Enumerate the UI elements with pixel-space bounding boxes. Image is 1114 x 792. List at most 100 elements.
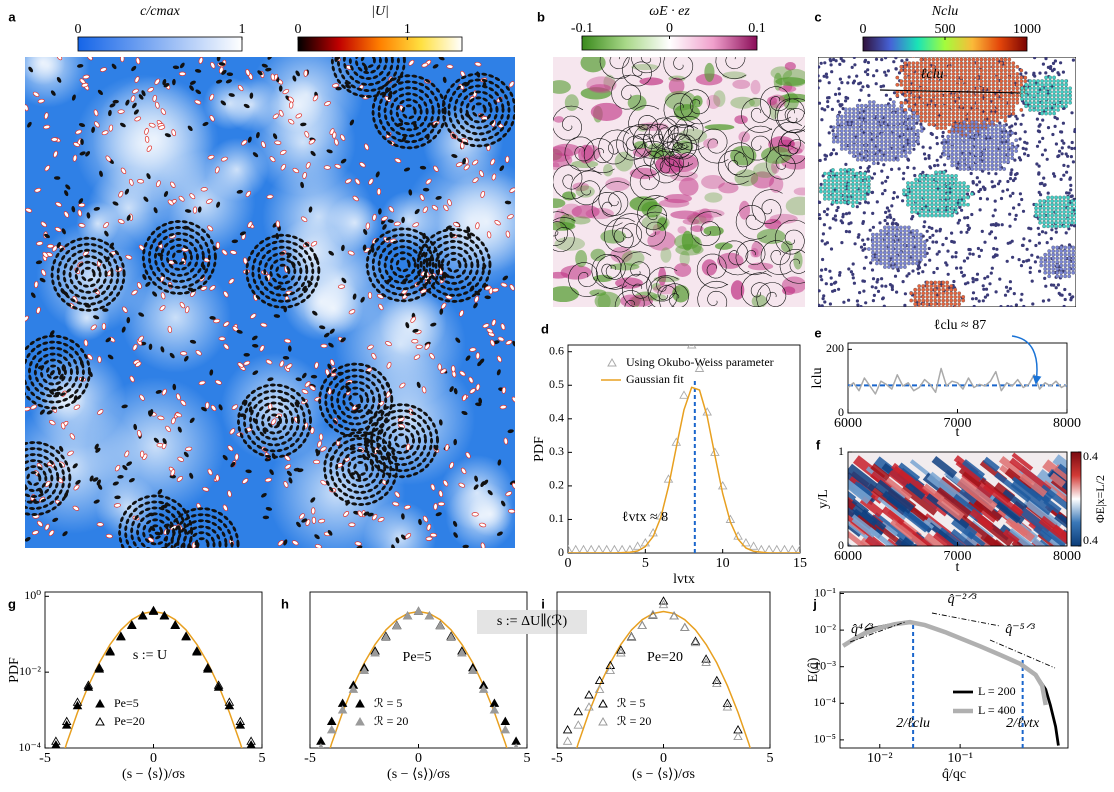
particle [1062, 304, 1066, 307]
particle [213, 261, 217, 268]
particle [194, 69, 202, 73]
particle [35, 396, 42, 400]
particle [855, 299, 860, 303]
particle [164, 523, 169, 530]
particle [289, 291, 296, 296]
particle [44, 475, 48, 482]
particle [450, 251, 457, 255]
particle [137, 522, 141, 529]
particle [393, 143, 399, 148]
particle [311, 268, 315, 275]
particle [468, 85, 474, 90]
particle [97, 238, 104, 243]
particle [53, 150, 58, 158]
cluster-particle [987, 61, 992, 66]
particle [180, 527, 186, 533]
particle [350, 32, 357, 38]
particle [295, 70, 300, 77]
particle [275, 266, 279, 273]
particle [215, 379, 222, 385]
cluster-particle [1011, 93, 1016, 98]
cluster-particle [943, 64, 948, 69]
particle [325, 386, 330, 393]
cluster-particle [1036, 93, 1040, 98]
cluster-particle [967, 75, 972, 80]
particle [174, 267, 181, 271]
particle [376, 245, 381, 251]
particle [442, 479, 449, 487]
particle [39, 391, 46, 396]
particle [343, 440, 349, 445]
particle [429, 353, 435, 360]
particle [383, 107, 387, 114]
particle [469, 232, 476, 237]
particle [311, 516, 317, 524]
particle [494, 76, 501, 82]
particle [381, 485, 386, 491]
particle [371, 258, 375, 265]
particle [348, 309, 356, 315]
particle [330, 395, 334, 402]
particle [417, 254, 422, 260]
particle [430, 82, 436, 88]
particle [31, 512, 38, 517]
particle [279, 251, 285, 255]
particle [83, 353, 88, 360]
particle [404, 140, 411, 144]
particle [239, 432, 244, 439]
particle [279, 263, 286, 267]
cluster-particle [963, 64, 968, 69]
particle [190, 288, 197, 293]
particle [823, 300, 827, 304]
particle [855, 205, 859, 209]
particle [155, 101, 160, 109]
particle [143, 241, 148, 248]
cluster-particle [967, 72, 972, 76]
particle [465, 129, 471, 134]
particle [282, 293, 289, 297]
particle [264, 457, 272, 462]
cluster-particle [1024, 86, 1028, 91]
particle [418, 89, 424, 94]
cluster-particle [935, 82, 940, 87]
particle [499, 165, 505, 172]
particle [390, 57, 394, 60]
cluster-particle [1048, 75, 1052, 80]
particle [872, 74, 876, 78]
cluster-particle [831, 171, 835, 176]
particle [826, 105, 830, 109]
particle [151, 560, 157, 563]
cluster-particle [951, 97, 956, 102]
particle [245, 190, 252, 198]
vorticity-blob [585, 207, 614, 220]
particle [981, 185, 986, 189]
cluster-particle [975, 104, 980, 109]
particle [82, 74, 90, 80]
particle [136, 282, 142, 289]
particle [255, 294, 261, 300]
particle [105, 533, 113, 539]
particle [483, 124, 489, 129]
particle [320, 411, 325, 418]
particle [283, 539, 288, 546]
cluster-particle [1032, 93, 1036, 98]
particle [210, 570, 217, 575]
particle [377, 260, 381, 267]
particle [464, 275, 470, 281]
particle [122, 269, 126, 276]
cluster-particle [1003, 61, 1008, 66]
particle [262, 384, 269, 388]
particle [371, 102, 376, 109]
particle [847, 230, 852, 234]
particle [6, 458, 12, 465]
particle [29, 441, 36, 445]
particle [210, 61, 216, 69]
particle [897, 167, 901, 171]
particle [444, 253, 450, 258]
particle [171, 417, 176, 425]
particle [310, 261, 314, 268]
particle [63, 349, 69, 354]
particle [353, 490, 360, 494]
particle [300, 181, 304, 189]
particle [841, 215, 845, 219]
